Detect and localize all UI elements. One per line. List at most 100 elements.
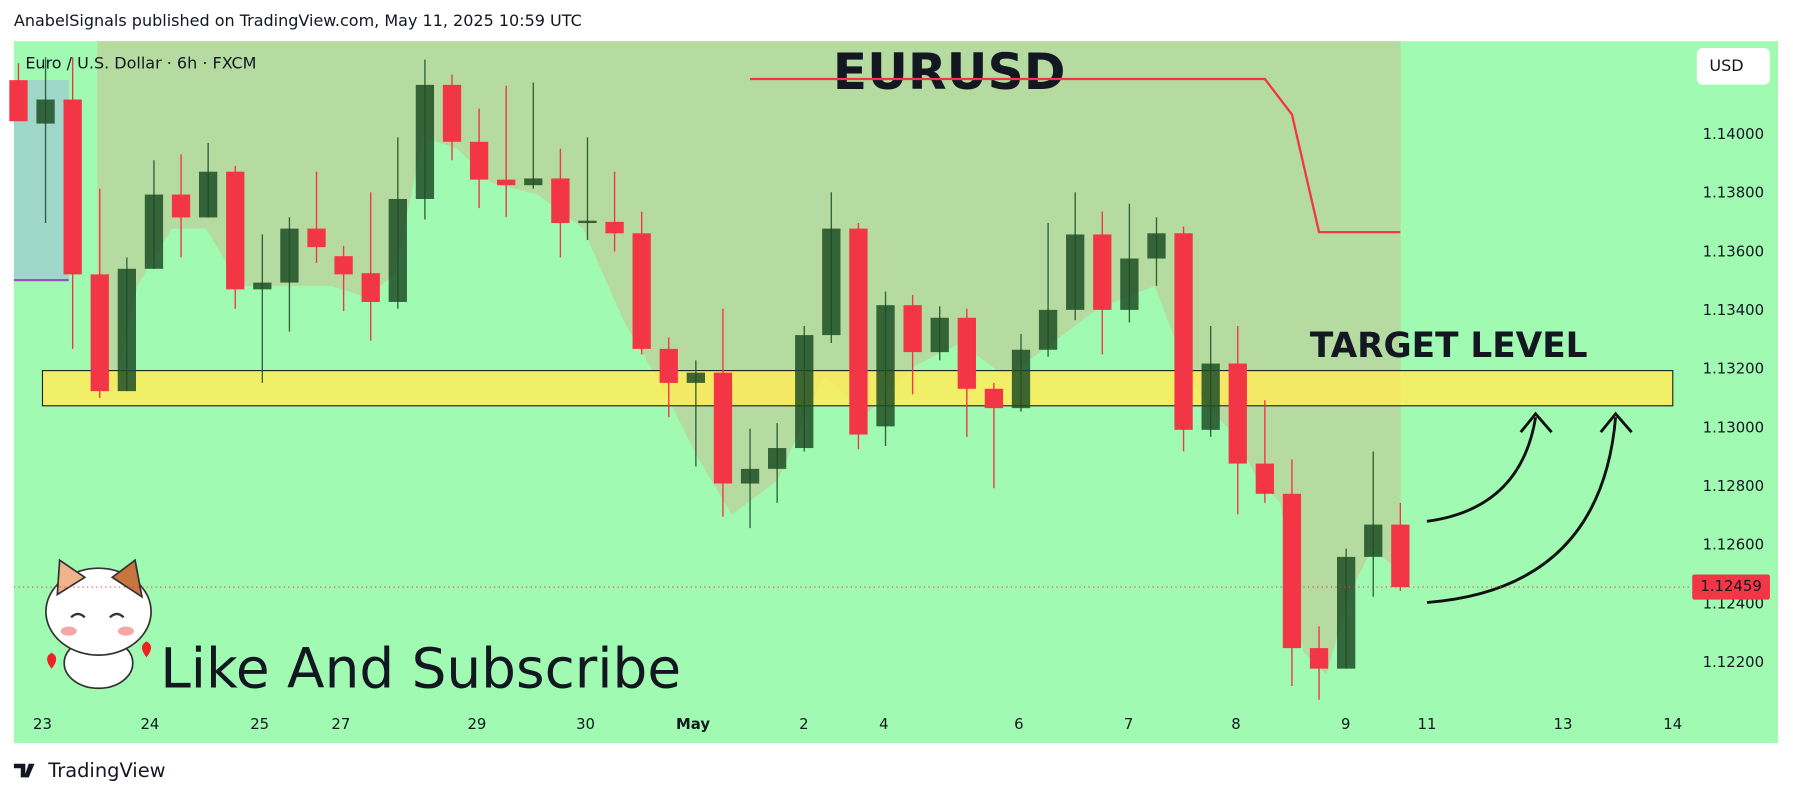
indicator-line — [750, 77, 1401, 234]
candle-body — [1391, 524, 1410, 588]
candle — [1011, 333, 1031, 412]
candle — [9, 63, 28, 122]
candle-body — [36, 99, 55, 124]
candle-body — [1174, 233, 1193, 430]
arrows — [1426, 411, 1633, 604]
candle — [957, 308, 976, 437]
candle-body — [144, 194, 164, 269]
x-tick-label: 7 — [1124, 715, 1133, 733]
y-tick-label: 1.13600 — [1703, 242, 1764, 260]
candle — [442, 74, 462, 161]
x-tick-label: 9 — [1341, 715, 1350, 733]
candle-body — [361, 273, 380, 302]
candle-body — [1093, 234, 1112, 310]
candle-body — [415, 84, 435, 199]
candle — [1309, 626, 1329, 700]
symbol-label: Euro / U.S. Dollar · 6h · FXCM — [25, 54, 256, 73]
y-tick-label: 1.12600 — [1703, 536, 1764, 554]
candle — [578, 137, 597, 241]
candle-body — [632, 233, 651, 349]
candle-body — [1120, 258, 1139, 310]
candle — [1093, 211, 1112, 355]
currency-button[interactable] — [1696, 48, 1770, 85]
candle-body — [307, 228, 326, 248]
candle-body — [1011, 349, 1031, 409]
candle — [253, 234, 272, 383]
x-tick-label: 27 — [331, 715, 350, 733]
candle-body — [957, 317, 976, 389]
candle — [226, 165, 245, 309]
candle — [117, 257, 136, 392]
x-tick-label: 6 — [1014, 715, 1023, 733]
candle-body — [497, 179, 516, 186]
candle — [524, 82, 543, 189]
candle-body — [1337, 556, 1356, 669]
candle — [36, 57, 55, 224]
candle-body — [90, 274, 109, 392]
y-tick-label: 1.13400 — [1703, 301, 1764, 319]
y-tick-label: 1.12200 — [1703, 653, 1764, 671]
x-tick-label: 23 — [33, 715, 52, 733]
candle-body — [767, 448, 787, 469]
candle — [659, 337, 678, 418]
candle — [1391, 502, 1410, 591]
candle — [984, 382, 1004, 489]
candle — [198, 142, 218, 218]
candle — [1174, 226, 1193, 452]
candle-body — [984, 388, 1004, 409]
candle-body — [1228, 363, 1247, 464]
candle-body — [524, 178, 543, 186]
candle — [1337, 548, 1356, 669]
candle-body — [1201, 363, 1220, 430]
brand: TradingView — [47, 759, 165, 782]
candle-body — [1364, 524, 1383, 557]
candle — [280, 217, 299, 332]
candle — [822, 192, 841, 344]
candle-body — [605, 221, 624, 234]
candle — [469, 108, 489, 209]
y-tick-label: 1.13000 — [1703, 418, 1764, 436]
candle-body — [930, 317, 949, 353]
candle-body — [442, 84, 462, 142]
candle — [334, 245, 353, 312]
candle-body — [876, 305, 895, 427]
candle-body — [903, 305, 922, 353]
y-tick-label: 1.14000 — [1703, 125, 1764, 143]
candle-body — [117, 268, 136, 392]
candle-body — [795, 335, 814, 449]
candle — [632, 211, 651, 355]
candle — [1038, 223, 1058, 357]
candle — [388, 137, 407, 309]
candle-body — [551, 178, 570, 224]
candle — [1066, 192, 1085, 321]
candle-body — [63, 99, 82, 275]
x-tick-label: May — [676, 715, 710, 733]
candle — [90, 188, 109, 398]
candle-body — [334, 256, 353, 275]
publish-header: AnabelSignals published on TradingView.c… — [14, 11, 582, 30]
x-tick-label: 25 — [250, 715, 269, 733]
cat-sticker — [45, 558, 152, 690]
y-tick-label: 1.12800 — [1703, 477, 1764, 495]
candle-body — [822, 228, 841, 336]
candle — [361, 192, 380, 341]
x-tick-label: 29 — [467, 715, 486, 733]
candle — [795, 326, 814, 452]
currency-label: USD — [1709, 56, 1743, 75]
candle — [63, 57, 82, 349]
candle-body — [686, 372, 706, 383]
candle-body — [740, 468, 760, 484]
candle — [849, 223, 868, 450]
candle — [1364, 451, 1383, 597]
chart-title: EURUSD — [833, 42, 1066, 101]
candle — [144, 160, 164, 269]
candle-body — [1066, 234, 1085, 310]
candle — [551, 148, 570, 258]
target-label: TARGET LEVEL — [1310, 326, 1588, 366]
candle — [1147, 217, 1166, 286]
x-tick-label: 4 — [879, 715, 888, 733]
candle-body — [1309, 648, 1329, 669]
candle — [1228, 326, 1247, 515]
